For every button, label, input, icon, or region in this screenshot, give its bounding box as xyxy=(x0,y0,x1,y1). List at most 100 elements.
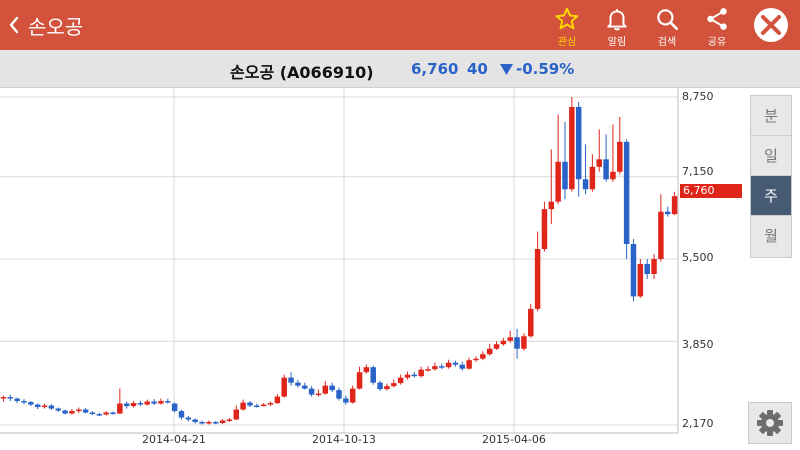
app-header: 손오공 관심 알림 검색 공유 xyxy=(0,0,800,50)
x-tick-label: 2014-04-21 xyxy=(142,433,206,446)
y-tick-label: 3,850 xyxy=(682,338,714,351)
candle-body xyxy=(589,166,596,190)
period-week-button[interactable]: 주 xyxy=(751,176,791,216)
candle-body xyxy=(438,366,445,368)
y-tick-label: 5,500 xyxy=(682,251,714,264)
candle-body xyxy=(671,196,678,215)
candle-body xyxy=(123,403,130,407)
candle-body xyxy=(110,412,116,415)
candle-body xyxy=(281,377,287,397)
candle-body xyxy=(569,106,575,190)
candle-body xyxy=(493,344,500,349)
candle-body xyxy=(582,179,589,190)
candle-body xyxy=(254,405,260,408)
candle-body xyxy=(288,377,294,383)
candle-body xyxy=(14,398,20,402)
candle-body xyxy=(158,401,164,404)
stock-change-percent: -0.59% xyxy=(516,60,575,78)
candle-body xyxy=(69,411,75,414)
alert-button[interactable]: 알림 xyxy=(594,4,640,48)
search-label: 검색 xyxy=(657,37,677,48)
search-button[interactable]: 검색 xyxy=(644,4,690,48)
candle-body xyxy=(185,417,192,420)
period-month-button[interactable]: 월 xyxy=(764,227,778,245)
candle-body xyxy=(171,403,178,412)
candle-body xyxy=(664,211,671,215)
share-button[interactable]: 공유 xyxy=(694,4,740,48)
favorite-button[interactable]: 관심 xyxy=(544,4,590,48)
candle-body xyxy=(480,354,486,359)
chevron-left-icon xyxy=(9,16,19,34)
favorite-label: 관심 xyxy=(557,37,577,48)
candle-body xyxy=(343,398,349,403)
candle-body xyxy=(349,388,356,403)
current-price-tag: 6,760 xyxy=(680,184,742,198)
price-chart[interactable]: 8,750 7,150 5,500 3,850 2,170 2014-04-21… xyxy=(0,88,745,450)
candle-body xyxy=(0,397,7,399)
candle-body xyxy=(411,374,418,377)
candle-body xyxy=(575,106,582,180)
candle-body xyxy=(397,377,404,384)
y-tick-label: 7,150 xyxy=(682,165,714,178)
candle-body xyxy=(308,388,315,395)
candle-body xyxy=(144,401,150,405)
candle-body xyxy=(28,402,34,405)
candle-body xyxy=(404,374,411,378)
candle-body xyxy=(377,382,383,390)
candle-body xyxy=(76,409,82,412)
candle-body xyxy=(226,419,233,422)
candlestick-chart xyxy=(0,88,679,434)
candle-body xyxy=(617,141,623,172)
candle-body xyxy=(295,382,301,386)
candle-body xyxy=(260,404,267,407)
candle-body xyxy=(336,390,342,399)
period-minute-button[interactable]: 분 xyxy=(751,96,791,136)
candle-body xyxy=(534,249,541,309)
candle-body xyxy=(21,401,27,403)
triangle-down-icon xyxy=(500,64,513,75)
candle-body xyxy=(466,360,472,369)
candle-body xyxy=(555,161,561,202)
candle-body xyxy=(302,385,308,389)
candle-body xyxy=(206,422,212,424)
candle-body xyxy=(623,141,630,245)
candle-body xyxy=(637,263,644,297)
candle-body xyxy=(48,405,55,409)
y-tick-label: 2,170 xyxy=(682,417,714,430)
candle-body xyxy=(130,403,137,407)
candle-body xyxy=(178,411,185,418)
search-icon xyxy=(657,9,679,31)
candle-body xyxy=(82,409,89,413)
candle-body xyxy=(391,383,397,387)
candle-body xyxy=(219,420,226,424)
candle-body xyxy=(473,358,479,361)
candle-body xyxy=(514,337,520,349)
candle-body xyxy=(356,372,363,389)
close-button[interactable] xyxy=(750,4,792,46)
candle-body xyxy=(452,362,459,365)
candle-body xyxy=(233,409,240,420)
candle-body xyxy=(151,401,157,404)
settings-button[interactable] xyxy=(748,402,792,444)
candle-body xyxy=(117,403,123,414)
candle-body xyxy=(240,402,246,410)
candle-body xyxy=(322,385,329,394)
candle-body xyxy=(267,403,274,405)
candle-body xyxy=(651,259,657,274)
candle-body xyxy=(644,263,650,274)
period-day-button[interactable]: 일 xyxy=(751,136,791,176)
candle-body xyxy=(165,401,171,403)
candle-body xyxy=(192,419,198,423)
candle-body xyxy=(34,404,41,408)
candle-body xyxy=(432,366,438,370)
candle-body xyxy=(384,386,390,390)
period-selector: 분 일 주 월 xyxy=(750,95,792,258)
x-tick-label: 2015-04-06 xyxy=(482,433,546,446)
stock-info-bar: 손오공 (A066910) 6,760 40 -0.59% xyxy=(0,50,800,88)
stock-change: 40 xyxy=(467,60,488,78)
share-label: 공유 xyxy=(707,37,727,48)
back-button[interactable]: 손오공 xyxy=(8,10,98,40)
stock-price: 6,760 xyxy=(411,60,459,78)
candle-body xyxy=(329,385,335,391)
bell-icon xyxy=(607,9,627,31)
